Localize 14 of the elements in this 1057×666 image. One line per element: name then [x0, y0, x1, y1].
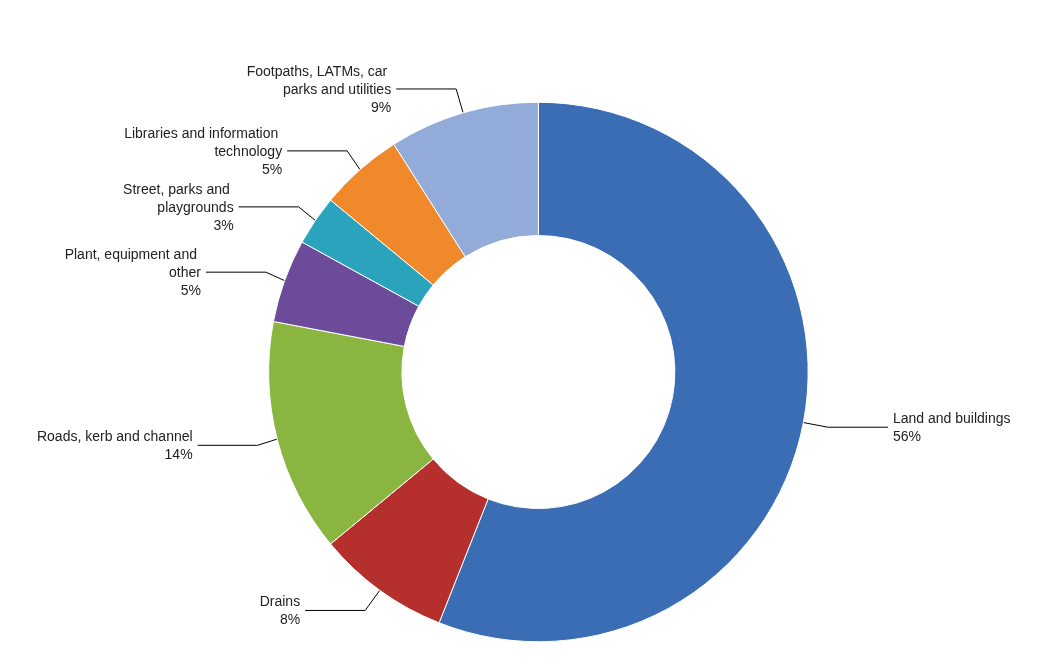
- slice-label: Drains: [259, 593, 301, 610]
- data-label: 9%: [370, 98, 392, 115]
- data-label: 5%: [261, 160, 283, 177]
- slice-label: Land and buildings: [892, 410, 1011, 427]
- data-label: 5%: [180, 282, 201, 299]
- slice-label: Street, parks and playgrounds: [123, 180, 234, 215]
- slice-label: Footpaths, LATMs, car parks and utilities: [246, 62, 392, 97]
- slice-label: Roads, kerb and channel: [36, 428, 193, 445]
- data-label: 8%: [279, 611, 301, 628]
- data-label: 56%: [892, 428, 921, 445]
- data-label: 14%: [164, 446, 193, 463]
- data-label: 3%: [213, 216, 234, 233]
- slice-label: Plant, equipment and other: [64, 246, 202, 281]
- slice-label: Libraries and information technology: [124, 124, 283, 159]
